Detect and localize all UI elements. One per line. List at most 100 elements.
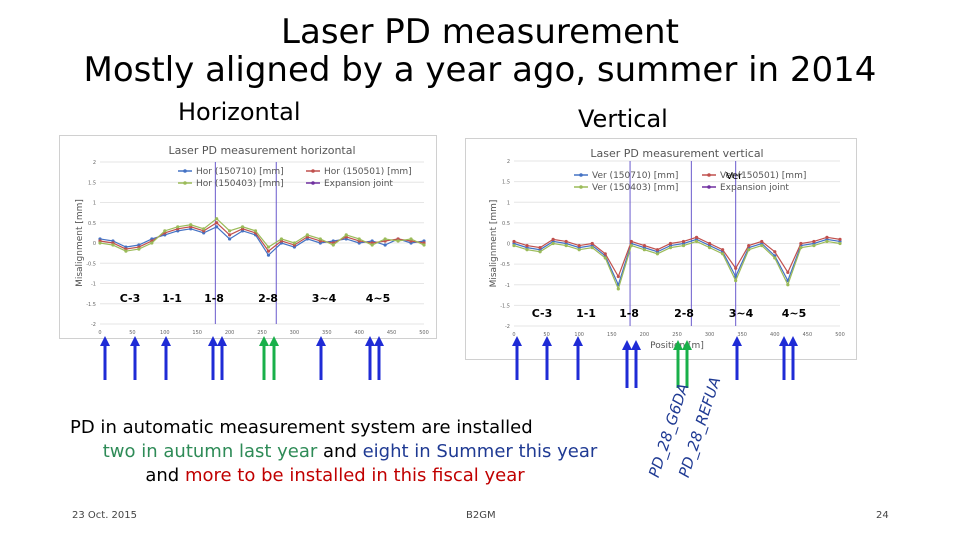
pd-arrow-green-head — [259, 336, 269, 346]
horizontal-data-point — [137, 247, 141, 251]
horizontal-legend-marker — [183, 169, 187, 173]
vertical-heading: Vertical — [578, 105, 668, 133]
vertical-section-label: C-3 — [532, 307, 553, 320]
horizontal-data-point — [370, 243, 374, 247]
horizontal-data-point — [266, 253, 271, 257]
horizontal-xtick: 400 — [354, 330, 364, 336]
horizontal-data-point — [228, 229, 232, 233]
horizontal-xtick: 450 — [387, 330, 397, 336]
horizontal-ytick: -1 — [91, 282, 96, 288]
vertical-xtick: 300 — [705, 332, 715, 338]
horizontal-data-point — [266, 249, 271, 253]
horizontal-series-line — [99, 226, 425, 257]
vertical-data-point — [694, 235, 699, 239]
vertical-xtick: 400 — [770, 332, 780, 338]
horizontal-ytick: 1.5 — [88, 180, 96, 186]
pd-arrow-blue-head — [100, 336, 110, 346]
vertical-data-point — [655, 248, 660, 252]
vertical-ytick: -0.5 — [500, 262, 510, 268]
pd-arrow-blue-head — [374, 336, 384, 346]
pd-arrow-blue-head — [542, 336, 552, 346]
note-line2: two in autumn last year and eight in Sum… — [70, 441, 630, 463]
vertical-series-line — [513, 238, 841, 287]
vertical-legend-marker — [707, 185, 711, 189]
horizontal-ytick: 0.5 — [88, 221, 96, 227]
horizontal-data-point — [163, 229, 167, 233]
vertical-data-point — [812, 243, 816, 248]
vertical-data-point — [603, 252, 607, 256]
vertical-data-point — [525, 248, 529, 252]
vertical-data-point — [590, 241, 594, 246]
vertical-ytick: -1 — [505, 283, 510, 289]
vertical-ytick: 2 — [507, 159, 510, 165]
horizontal-data-point — [111, 243, 115, 247]
pd-arrow-blue-head — [631, 340, 641, 350]
horizontal-data-point — [215, 221, 219, 225]
horizontal-data-point — [422, 243, 426, 247]
horizontal-data-point — [409, 237, 413, 241]
vertical-section-label: 4~5 — [782, 307, 807, 320]
vertical-series-line — [513, 240, 841, 291]
vertical-chart: Laser PD measurement vertical 2 1.5 1 0.5 0 -0… — [466, 139, 854, 357]
horizontal-xtick: 50 — [129, 330, 135, 336]
horizontal-data-point — [215, 225, 219, 229]
horizontal-data-point — [124, 249, 128, 253]
vertical-data-point — [525, 243, 529, 248]
pd-arrow-blue-head — [512, 336, 522, 346]
vertical-data-point — [616, 287, 620, 291]
pd-arrow-blue-head — [208, 336, 218, 346]
vertical-ytick: 0 — [507, 242, 510, 248]
vertical-ytick: 0.5 — [502, 221, 510, 227]
vertical-data-point — [721, 248, 725, 252]
vertical-xtick: 250 — [672, 332, 682, 338]
vertical-xtick: 500 — [835, 332, 845, 338]
horizontal-legend-label: Hor (150710) [mm] — [196, 167, 284, 177]
vertical-data-point — [590, 246, 594, 250]
pd-arrow-blue-head — [316, 336, 326, 346]
note-line3: and more to be installed in this fiscal … — [70, 465, 600, 487]
vertical-data-point — [694, 239, 699, 244]
vertical-data-point — [721, 252, 725, 256]
pd-arrow-blue-head — [732, 336, 742, 346]
horizontal-ytick: -1.5 — [86, 302, 96, 308]
vertical-data-point — [825, 235, 829, 239]
vertical-data-point — [629, 243, 633, 248]
vertical-data-point — [642, 248, 646, 252]
vertical-xtick: 150 — [607, 332, 617, 338]
vertical-data-point — [786, 270, 790, 274]
vertical-data-point — [838, 241, 842, 246]
note-and2: and — [145, 465, 185, 486]
horizontal-title: Laser PD measurement horizontal — [168, 144, 355, 157]
vertical-data-point — [577, 243, 581, 248]
horizontal-chart: Laser PD measurement horizontal 2 1.5 1 0.5 0… — [60, 136, 434, 336]
horizontal-data-point — [292, 241, 296, 245]
vertical-data-point — [773, 256, 777, 260]
vertical-data-point — [773, 250, 777, 254]
vertical-xtick: 50 — [543, 332, 549, 338]
pd-arrow-blue-head — [365, 336, 375, 346]
pd-arrow-blue-head — [788, 336, 798, 346]
vertical-section-label: 3~4 — [729, 307, 754, 320]
horizontal-data-point — [357, 237, 361, 241]
vertical-xtick: 200 — [640, 332, 650, 338]
horizontal-legend-label: Expansion joint — [324, 179, 393, 189]
vertical-data-point — [799, 241, 803, 246]
pd-arrow-blue-head — [573, 336, 583, 346]
vertical-ytick: -1.5 — [500, 303, 510, 309]
horizontal-ytick: -2 — [91, 322, 96, 328]
vertical-legend-label: Expansion joint — [720, 183, 789, 193]
horizontal-legend-label: Hor (150501) [mm] — [324, 167, 412, 177]
vertical-legend-marker — [579, 185, 583, 189]
vertical-data-point — [538, 250, 542, 254]
horizontal-section-label: 2-8 — [258, 292, 278, 305]
horizontal-legend-marker — [311, 169, 315, 173]
horizontal-data-point — [344, 233, 348, 237]
vertical-data-point — [629, 239, 633, 244]
vertical-data-point — [512, 239, 516, 244]
vertical-data-point — [668, 246, 673, 250]
horizontal-data-point — [202, 227, 206, 231]
vertical-data-point — [681, 239, 686, 244]
horizontal-ylabel: Misalignment [mm] — [75, 199, 85, 287]
note-and: and — [317, 441, 363, 462]
horizontal-data-point — [228, 233, 232, 237]
